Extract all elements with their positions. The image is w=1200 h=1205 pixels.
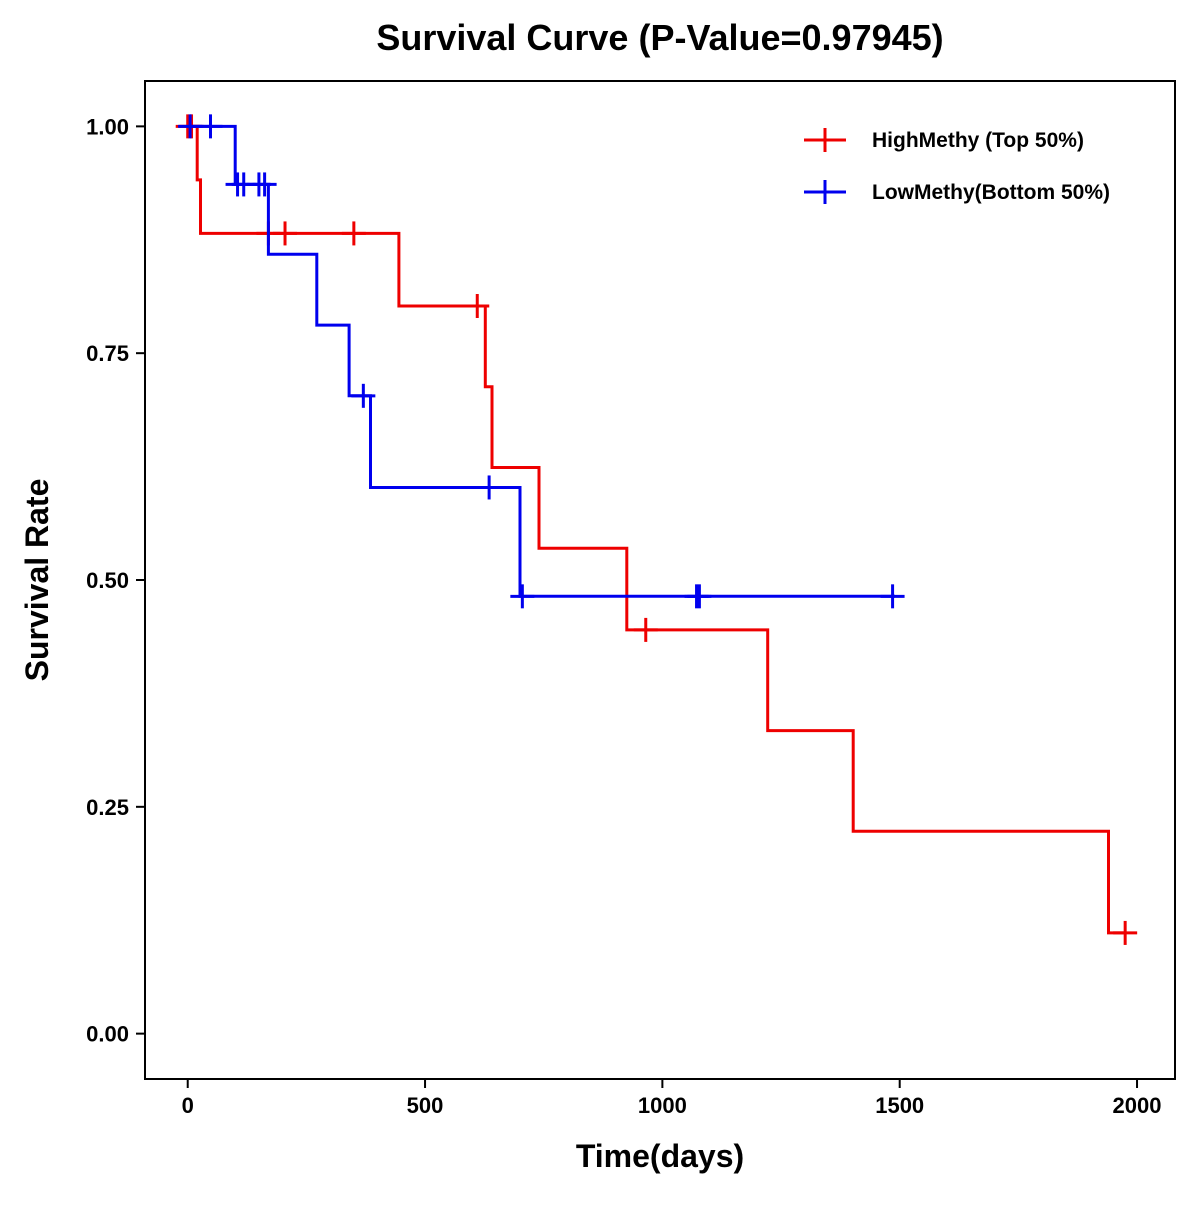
- chart-title: Survival Curve (P-Value=0.97945): [376, 17, 943, 58]
- series-highmethy: [175, 114, 1138, 945]
- censor-mark: [252, 172, 277, 197]
- x-axis: 0 500 1000 1500 2000: [182, 1079, 1162, 1118]
- censor-mark: [273, 221, 298, 246]
- series-layer: [175, 114, 1138, 945]
- censor-mark: [351, 383, 376, 408]
- censor-mark: [178, 114, 203, 139]
- x-tick-label: 1000: [638, 1093, 687, 1118]
- censor-mark: [341, 221, 366, 246]
- legend-item: LowMethy(Bottom 50%): [804, 180, 1110, 204]
- y-axis-label: Survival Rate: [19, 479, 55, 682]
- censor-mark: [465, 294, 490, 319]
- x-axis-label: Time(days): [576, 1138, 744, 1174]
- legend-item: HighMethy (Top 50%): [804, 128, 1084, 152]
- censor-mark: [510, 584, 535, 609]
- censor-mark: [687, 584, 712, 609]
- legend-label: LowMethy(Bottom 50%): [872, 181, 1110, 204]
- legend-label: HighMethy (Top 50%): [872, 129, 1084, 152]
- series-lowmethy: [178, 114, 905, 609]
- censor-mark: [198, 114, 223, 139]
- y-axis: 0.00 0.25 0.50 0.75 1.00: [86, 114, 145, 1047]
- x-tick-label: 500: [407, 1093, 444, 1118]
- censor-mark: [477, 475, 502, 500]
- plot-frame: [144, 80, 1176, 1080]
- series-line: [187, 124, 895, 598]
- y-tick-label: 0.75: [86, 341, 129, 366]
- x-tick-label: 0: [182, 1093, 194, 1118]
- censor-mark: [880, 584, 905, 609]
- censor-mark: [633, 617, 658, 642]
- y-tick-label: 0.25: [86, 795, 129, 820]
- y-tick-label: 0.50: [86, 568, 129, 593]
- y-tick-label: 1.00: [86, 114, 129, 139]
- y-tick-label: 0.00: [86, 1022, 129, 1047]
- series-line: [187, 124, 1126, 935]
- censor-mark: [1113, 920, 1138, 945]
- legend: HighMethy (Top 50%) LowMethy(Bottom 50%): [804, 128, 1110, 204]
- x-tick-label: 1500: [875, 1093, 924, 1118]
- x-tick-label: 2000: [1113, 1093, 1162, 1118]
